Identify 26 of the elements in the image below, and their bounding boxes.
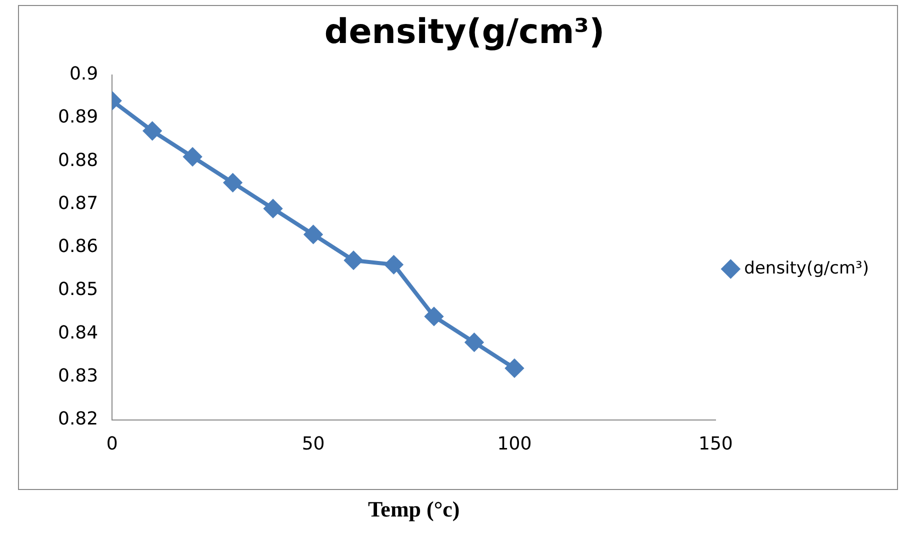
- point: [264, 200, 282, 218]
- y-tick-label: 0.86: [58, 236, 98, 258]
- point: [143, 122, 162, 140]
- point: [465, 333, 484, 352]
- chart-title: density(g/cm³): [324, 12, 605, 52]
- y-tick-label: 0.89: [58, 106, 98, 128]
- point: [224, 174, 242, 192]
- x-tick-label: 50: [302, 433, 325, 454]
- point: [384, 256, 403, 274]
- y-tick-label: 0.83: [58, 366, 98, 387]
- point: [424, 307, 443, 326]
- y-tick-label: 0.9: [69, 63, 98, 84]
- y-tick-label: 0.88: [58, 150, 98, 171]
- x-axis-title: Temp (°c): [368, 496, 460, 522]
- point: [344, 251, 363, 270]
- x-tick-label: 100: [497, 433, 532, 454]
- x-tick-label: 0: [106, 433, 118, 454]
- legend-label: density(g/cm³): [744, 258, 870, 278]
- point: [505, 359, 524, 378]
- y-tick-label: 0.85: [58, 279, 98, 300]
- y-tick-label: 0.87: [58, 192, 98, 214]
- y-tick-label: 0.82: [58, 408, 98, 430]
- point: [184, 148, 202, 166]
- y-tick-label: 0.84: [58, 322, 98, 344]
- point: [304, 225, 322, 244]
- x-tick-label: 150: [698, 433, 733, 454]
